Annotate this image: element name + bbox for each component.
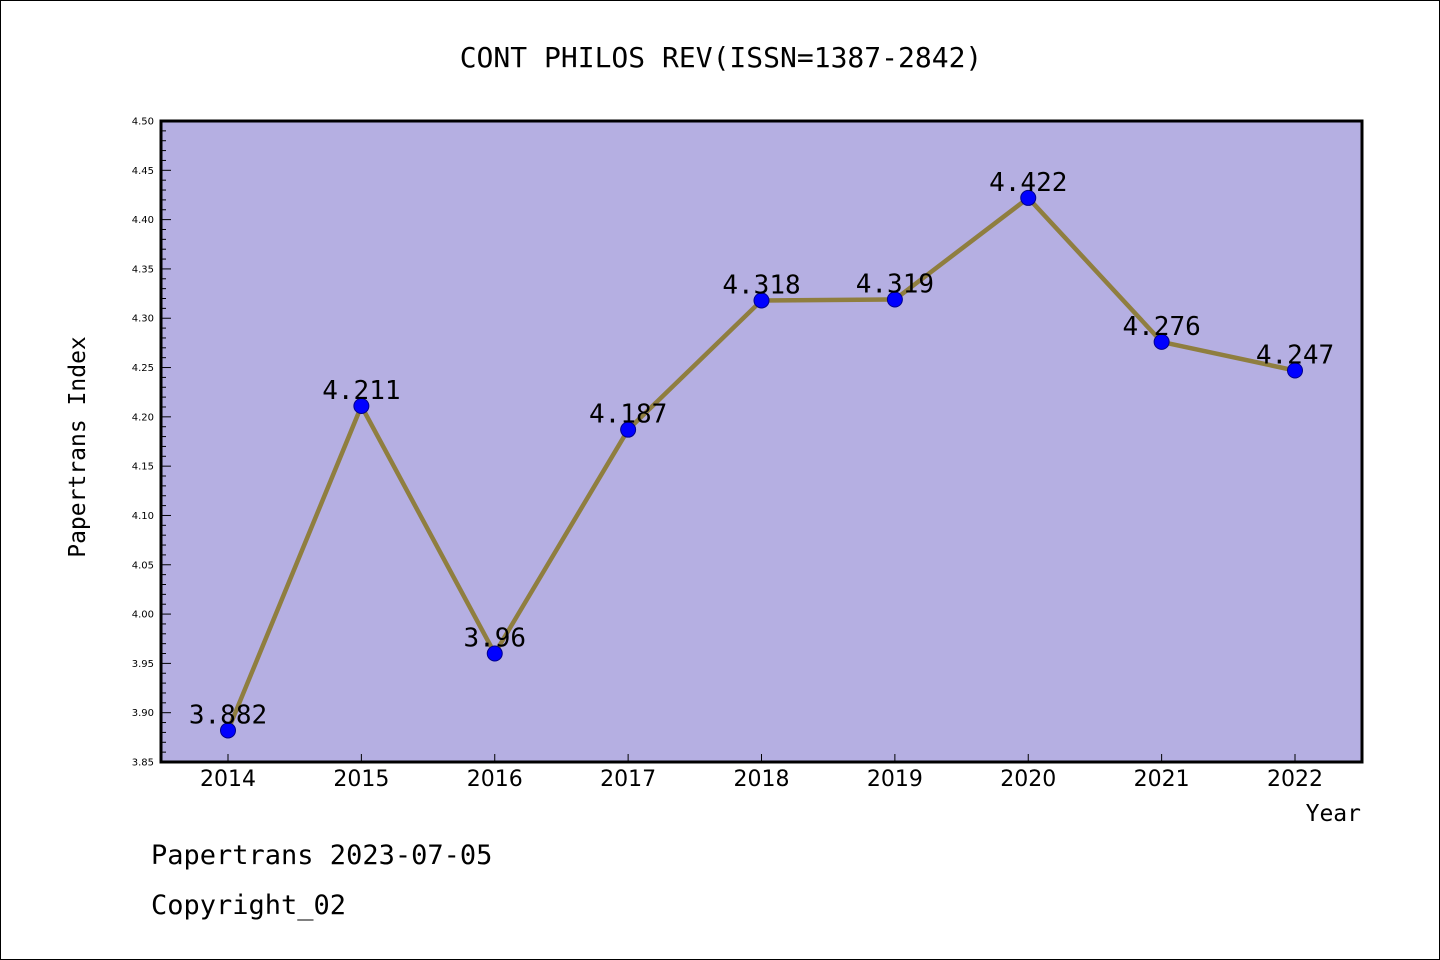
- x-tick-label: 2022: [1267, 767, 1323, 792]
- x-axis: 2014 2015 2016 2017 2018 2019 2020 2021 2022: [200, 754, 1323, 792]
- data-label: 4.276: [1122, 312, 1200, 342]
- y-axis-label: Papertrans Index: [65, 336, 91, 558]
- data-point: [220, 722, 236, 739]
- y-tick-label: 3.85: [132, 758, 154, 769]
- x-tick-label: 2017: [600, 767, 656, 792]
- y-tick-label: 4.40: [132, 215, 154, 226]
- x-tick-label: 2019: [867, 767, 923, 792]
- series-layer: [220, 189, 1303, 739]
- y-tick-label: 4.50: [132, 117, 154, 128]
- x-tick-label: 2015: [333, 767, 389, 792]
- data-labels: 3.882 4.211 3.96 4.187 4.318 4.319 4.422 4.276 4…: [189, 168, 1334, 731]
- data-label: 4.187: [589, 400, 667, 430]
- data-label: 4.319: [856, 269, 934, 299]
- data-label: 4.211: [322, 376, 400, 406]
- data-point: [353, 397, 370, 414]
- chart-title: CONT PHILOS REV(ISSN=1387-2842): [460, 41, 983, 74]
- x-tick-label: 2020: [1000, 767, 1056, 792]
- y-tick-label: 4.05: [132, 560, 154, 571]
- y-tick-label: 4.35: [132, 264, 154, 275]
- data-label: 4.318: [722, 270, 800, 300]
- x-axis-label: Year: [1306, 801, 1361, 827]
- y-tick-label: 3.95: [132, 659, 154, 670]
- y-tick-label: 4.25: [132, 363, 154, 374]
- y-tick-label: 4.45: [132, 166, 154, 177]
- x-tick-label: 2018: [734, 767, 790, 792]
- data-label: 3.882: [189, 700, 267, 730]
- footer-date: Papertrans 2023-07-05: [151, 840, 492, 871]
- data-point: [1020, 189, 1037, 206]
- x-tick-label: 2016: [467, 767, 523, 792]
- y-tick-label: 4.20: [132, 412, 154, 423]
- x-tick-label: 2021: [1134, 767, 1190, 792]
- data-label: 4.422: [989, 168, 1067, 198]
- y-tick-label: 4.30: [132, 314, 154, 325]
- y-axis: 3.85 3.90 3.95 4.00 4.05 4.10 4.15 4.20 4.25 4.30…: [132, 117, 171, 769]
- data-point: [753, 292, 770, 309]
- data-label: 3.96: [463, 624, 526, 654]
- y-tick-label: 4.00: [132, 610, 154, 621]
- data-point: [620, 421, 637, 438]
- data-point: [1153, 333, 1170, 350]
- x-tick-label: 2014: [200, 767, 256, 792]
- data-point: [1287, 362, 1303, 379]
- y-tick-label: 3.90: [132, 708, 154, 719]
- y-tick-label: 4.10: [132, 511, 154, 522]
- data-point: [886, 291, 903, 308]
- plot-area: [159, 119, 1364, 764]
- data-label: 4.247: [1256, 340, 1334, 370]
- data-point: [486, 645, 503, 662]
- footer-copyright: Copyright_02: [151, 890, 346, 921]
- y-tick-label: 4.15: [132, 462, 154, 473]
